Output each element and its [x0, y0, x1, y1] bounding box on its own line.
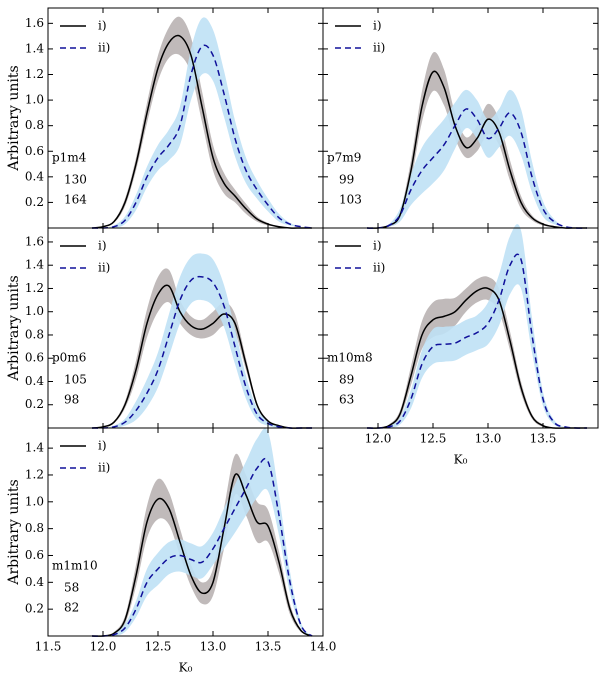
x-tick-label: 13.0	[475, 432, 502, 446]
y-tick-label: 0.8	[25, 521, 44, 535]
panel-label: p1m4	[52, 151, 87, 165]
y-tick-label: 0.6	[25, 351, 44, 365]
legend-label: ii)	[98, 461, 110, 475]
y-axis-label: Arbitrary units	[6, 275, 22, 381]
panel-frame	[322, 227, 599, 429]
y-tick-label: 0.2	[25, 602, 44, 616]
series-line	[366, 253, 588, 429]
x-tick-label: 11.5	[35, 640, 62, 654]
x-tick-label: 13.5	[255, 640, 282, 654]
y-tick-label: 0.8	[25, 118, 44, 132]
series-line	[91, 457, 313, 637]
y-tick-label: 1.4	[25, 41, 44, 55]
uncertainty-band	[92, 17, 312, 229]
uncertainty-band	[367, 52, 587, 229]
y-tick-label: 0.4	[25, 374, 44, 388]
count-label: 164	[64, 193, 87, 207]
legend-label: ii)	[98, 261, 110, 275]
y-tick-label: 1.0	[25, 93, 44, 107]
y-axis-label: Arbitrary units	[6, 65, 22, 171]
series-line	[91, 473, 313, 637]
uncertainty-band	[92, 428, 312, 637]
x-tick-label: 13.0	[200, 640, 227, 654]
legend-label: ii)	[373, 41, 385, 55]
legend-label: i)	[373, 19, 382, 33]
y-tick-label: 0.2	[25, 397, 44, 411]
legend-label: i)	[373, 239, 382, 253]
count-label: 82	[64, 601, 79, 615]
series-line	[91, 44, 313, 229]
y-tick-label: 1.0	[25, 494, 44, 508]
y-tick-label: 0.8	[25, 327, 44, 341]
count-label: 130	[64, 173, 87, 187]
uncertainty-band	[367, 89, 587, 229]
x-tick-label: 12.5	[145, 640, 172, 654]
count-label: 58	[64, 581, 79, 595]
y-tick-label: 1.6	[25, 234, 44, 248]
legend-label: i)	[98, 439, 107, 453]
count-label: 99	[339, 173, 354, 187]
y-tick-label: 0.4	[25, 169, 44, 183]
count-label: 89	[339, 373, 354, 387]
y-tick-label: 1.0	[25, 304, 44, 318]
y-tick-label: 0.6	[25, 548, 44, 562]
legend-label: ii)	[373, 261, 385, 275]
uncertainty-band	[367, 276, 587, 429]
uncertainty-band	[367, 224, 587, 429]
x-tick-label: 12.0	[90, 640, 117, 654]
series-line	[366, 70, 587, 229]
series-line	[91, 284, 312, 429]
x-tick-label: 12.0	[365, 432, 392, 446]
panel-label: p7m9	[327, 151, 361, 165]
y-tick-label: 1.4	[25, 258, 44, 272]
panel-frame	[47, 427, 324, 637]
y-tick-label: 1.6	[25, 16, 44, 30]
x-axis-label: K₀	[454, 453, 468, 467]
count-label: 98	[64, 393, 79, 407]
x-tick-label: 12.5	[420, 432, 447, 446]
y-tick-label: 1.2	[25, 467, 44, 481]
x-axis-label: K₀	[179, 661, 193, 675]
uncertainty-band	[92, 453, 312, 637]
legend-label: ii)	[98, 41, 110, 55]
series-line	[366, 287, 587, 429]
y-tick-label: 0.6	[25, 144, 44, 158]
count-label: 103	[339, 193, 362, 207]
y-tick-label: 0.4	[25, 575, 44, 589]
uncertainty-band	[92, 253, 312, 429]
count-label: 63	[339, 393, 354, 407]
count-label: 105	[64, 373, 87, 387]
legend-label: i)	[98, 19, 107, 33]
legend-label: i)	[98, 239, 107, 253]
panel-label: m10m8	[327, 351, 373, 365]
y-tick-label: 0.2	[25, 195, 44, 209]
series-line	[91, 34, 312, 229]
panel-label: m1m10	[52, 559, 98, 573]
y-axis-label: Arbitrary units	[6, 479, 22, 585]
series-line	[366, 108, 588, 229]
x-tick-label: 13.5	[530, 432, 557, 446]
panel-label: p0m6	[52, 351, 86, 365]
y-tick-label: 1.2	[25, 281, 44, 295]
x-tick-label: 14.0	[310, 640, 337, 654]
y-tick-label: 1.2	[25, 67, 44, 81]
y-tick-label: 1.4	[25, 441, 44, 455]
series-line	[91, 275, 312, 429]
